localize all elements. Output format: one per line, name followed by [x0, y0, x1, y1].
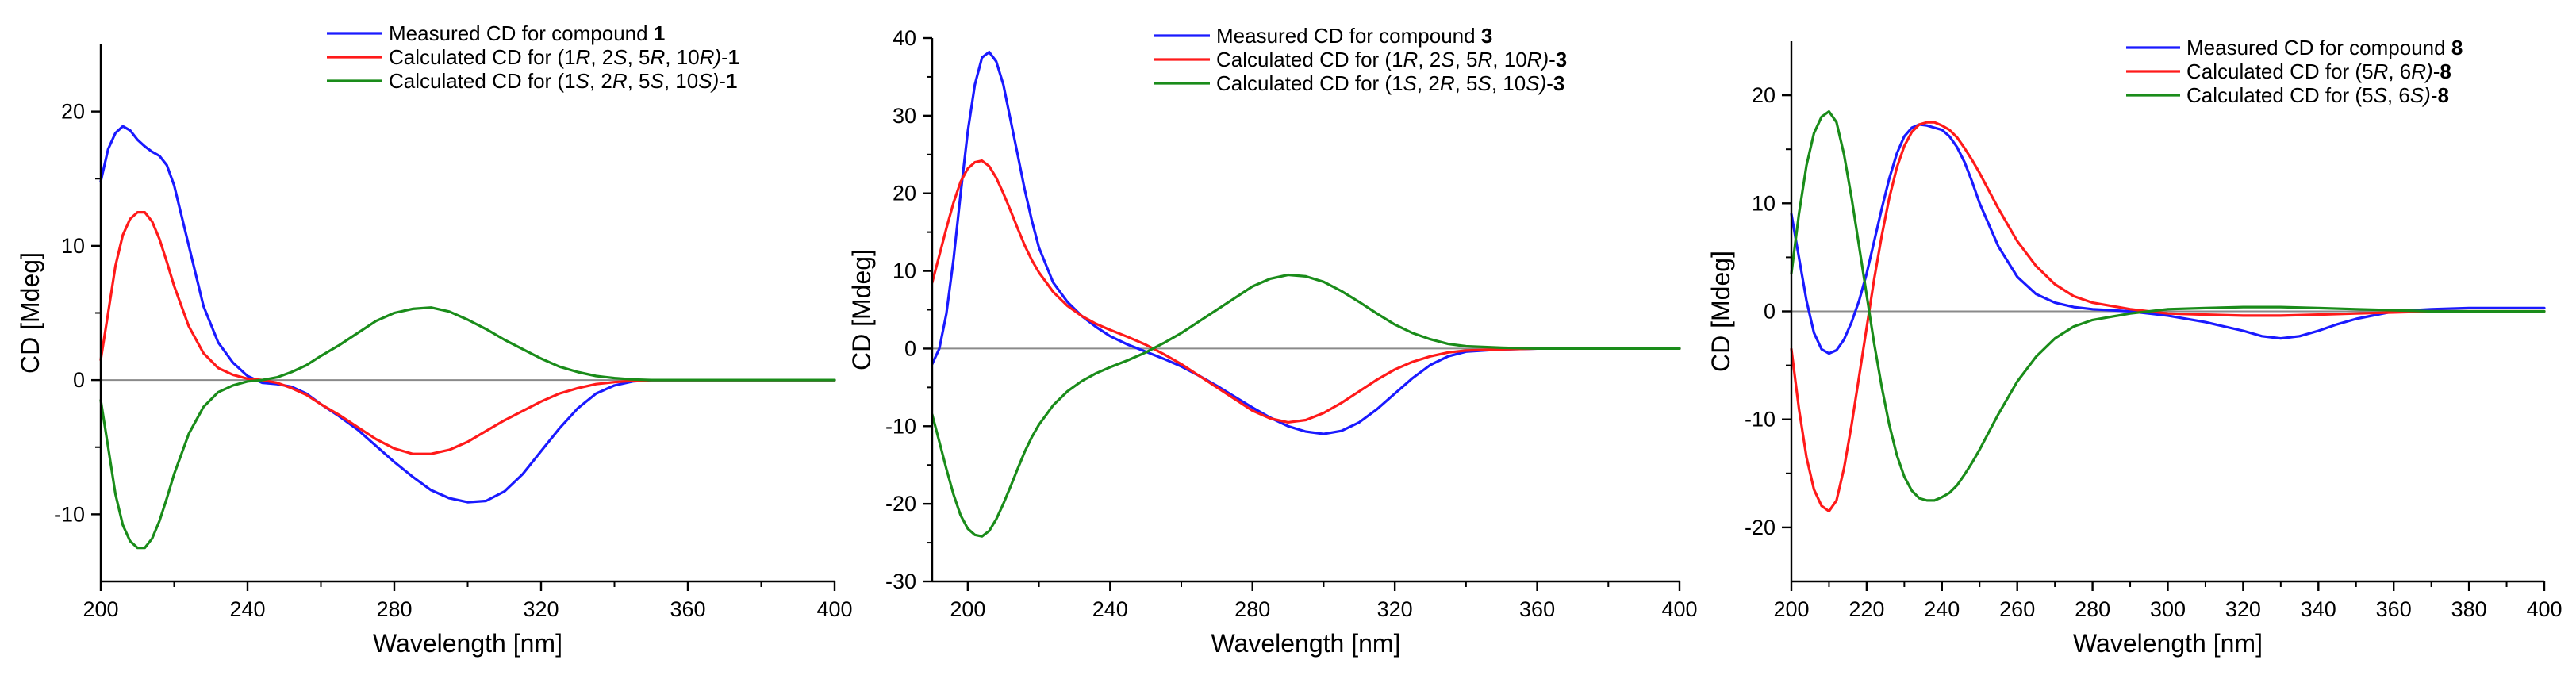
y-tick-label: 20 [1752, 83, 1776, 107]
x-tick-label: 400 [1661, 597, 1697, 621]
x-tick-label: 260 [1999, 597, 2035, 621]
legend-label: Measured CD for compound 8 [2186, 36, 2463, 59]
legend-label: Calculated CD for (1S, 2R, 5S, 10S)-3 [1216, 71, 1564, 95]
x-tick-label: 240 [1924, 597, 1960, 621]
y-tick-label: -20 [1745, 516, 1776, 539]
series-line-2 [99, 211, 836, 455]
y-tick-label: 10 [1752, 191, 1776, 215]
x-tick-label: 280 [1234, 597, 1270, 621]
x-tick-label: 200 [1773, 597, 1809, 621]
x-tick-label: 200 [83, 597, 118, 621]
y-axis-title: CD [Mdeg] [16, 252, 44, 374]
x-tick-label: 360 [2376, 597, 2412, 621]
y-axis-title: CD [Mdeg] [1706, 251, 1735, 372]
y-tick-label: 0 [904, 336, 916, 360]
y-tick-label: 20 [61, 100, 85, 124]
y-tick-label: -10 [885, 414, 916, 438]
x-tick-label: 320 [523, 597, 559, 621]
x-tick-label: 400 [2526, 597, 2562, 621]
y-tick-label: -10 [54, 502, 85, 526]
x-tick-label: 220 [1849, 597, 1884, 621]
x-tick-label: 240 [1092, 597, 1128, 621]
chart-panel-compound-8: 200 220 240 260 280 300 320 340 360 380 400 -20 -10 0… [1706, 36, 2563, 658]
series-line-1 [1790, 123, 2546, 355]
x-tick-label: 400 [816, 597, 852, 621]
x-tick-label: 280 [376, 597, 412, 621]
legend-label: Calculated CD for (1R, 2S, 5R, 10R)-3 [1216, 48, 1567, 71]
y-tick-label: -20 [885, 492, 916, 516]
y-tick-label: 20 [893, 182, 916, 205]
y-tick-label: 30 [893, 104, 916, 128]
legend-label: Calculated CD for (5R, 6R)-8 [2186, 59, 2451, 83]
y-tick-label: -30 [885, 570, 916, 593]
y-tick-label: -10 [1745, 408, 1776, 432]
x-tick-label: 380 [2451, 597, 2487, 621]
x-axis-title: Wavelength [nm] [2073, 629, 2263, 658]
series-line-3 [931, 273, 1681, 538]
x-axis-title: Wavelength [nm] [373, 629, 562, 658]
x-tick-label: 340 [2301, 597, 2336, 621]
x-tick-label: 320 [2225, 597, 2261, 621]
y-tick-label: 10 [61, 234, 85, 258]
y-tick-label: 10 [893, 259, 916, 283]
y-tick-label: 0 [73, 368, 85, 392]
legend-label: Measured CD for compound 1 [389, 21, 665, 45]
y-tick-label: 0 [1764, 300, 1776, 324]
series-line-3 [99, 306, 836, 550]
x-tick-label: 360 [670, 597, 705, 621]
chart-panel-compound-1: 200 240 280 320 360 400 -10 0 10 20 Wavelength [nm… [16, 21, 853, 658]
x-tick-label: 280 [2075, 597, 2110, 621]
x-tick-label: 320 [1377, 597, 1413, 621]
series-line-2 [1790, 121, 2546, 513]
x-tick-label: 240 [229, 597, 265, 621]
legend-label: Calculated CD for (1R, 2S, 5R, 10R)-1 [389, 45, 739, 69]
legend-label: Calculated CD for (1S, 2R, 5S, 10S)-1 [389, 69, 737, 93]
chart-panel-compound-3: 200 240 280 320 360 400 -30 -20 -10 0 10 20 30 40 Wave… [847, 24, 1698, 658]
series-line-3 [1790, 109, 2546, 502]
legend-label: Measured CD for compound 3 [1216, 24, 1492, 48]
y-tick-label: 40 [893, 26, 916, 50]
series-line-2 [931, 159, 1681, 424]
x-tick-label: 300 [2150, 597, 2186, 621]
y-axis-title: CD [Mdeg] [847, 249, 876, 370]
x-axis-title: Wavelength [nm] [1211, 629, 1401, 658]
x-tick-label: 360 [1519, 597, 1555, 621]
x-tick-label: 200 [950, 597, 985, 621]
legend-label: Calculated CD for (5S, 6S)-8 [2186, 83, 2449, 107]
